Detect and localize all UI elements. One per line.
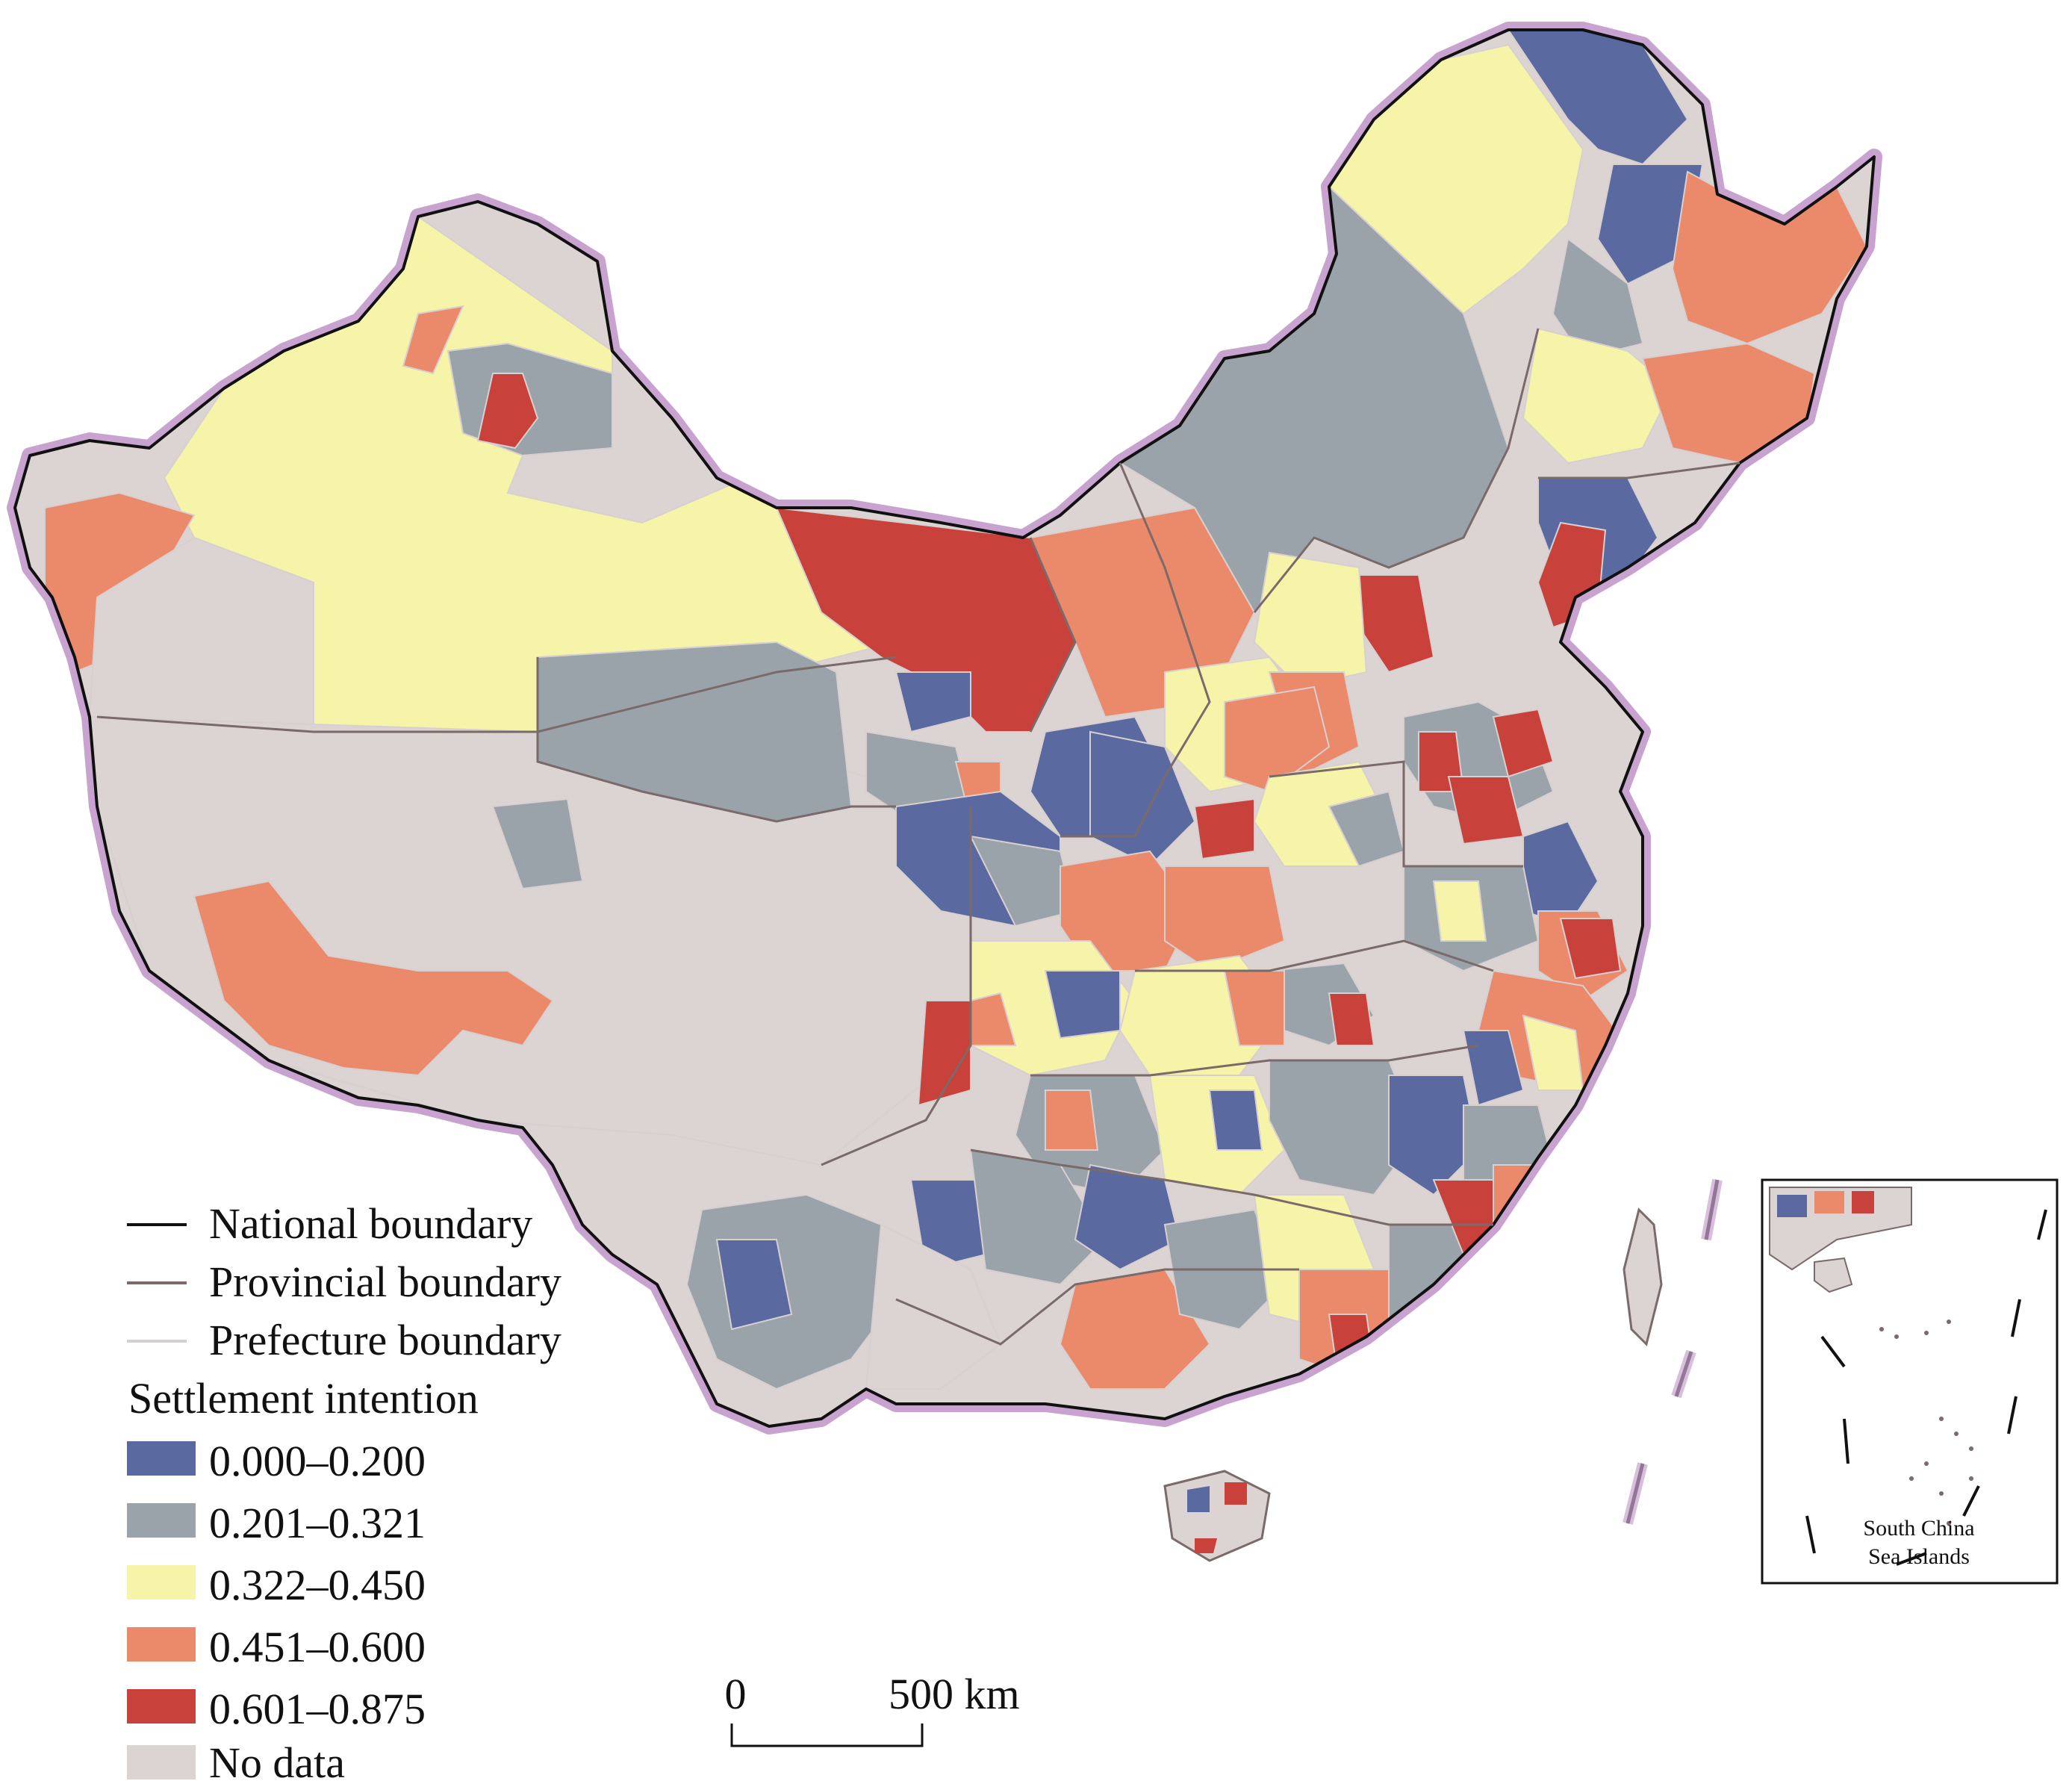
region-blue-ningxia [895,671,971,733]
legend-label-class4: 0.451–0.600 [209,1623,426,1671]
inset-label-line1: South China [1863,1516,1974,1541]
legend-swatch-class5 [127,1689,196,1724]
legend-swatch-class2 [127,1503,196,1538]
region-blue-jiangxi-north [1462,1030,1525,1107]
legend: National boundary Provincial boundary Pr… [127,1199,561,1781]
scale-bar-start-label: 0 [725,1670,747,1718]
legend-swatch-nodata [127,1745,196,1780]
legend-label-class1: 0.000–0.200 [209,1437,426,1485]
legend-label-class3: 0.322–0.450 [209,1561,426,1609]
choropleth-regions [44,30,1868,1390]
legend-swatch-class4 [127,1627,196,1662]
region-orange-tibet-south [193,880,554,1077]
legend-label-nodata: No data [209,1738,345,1781]
scale-bar: 0 500 km [725,1670,1020,1747]
legend-label-national: National boundary [209,1199,532,1248]
hainan [1163,1470,1271,1562]
scale-bar-end-label: 500 km [889,1670,1020,1718]
region-gray-qinghai-south [491,798,584,890]
region-orange-henan-south [1164,865,1286,972]
region-red-urumqi [476,373,539,450]
region-red-xian [1193,798,1255,860]
region-red-qingdao [1492,708,1555,778]
scale-bar-line [730,1724,924,1747]
legend-label-class2: 0.201–0.321 [209,1499,426,1547]
region-red-shanghai [1559,918,1622,980]
legend-swatch-class3 [127,1565,196,1600]
region-red-ganzi [917,1000,971,1107]
taiwan [1623,1207,1663,1346]
region-yellow-jilin [1522,327,1674,464]
region-orange-shanxi [1224,686,1331,793]
hainan-region-red-south [1195,1538,1217,1553]
inset-south-china-sea: South China Sea Islands [1761,1178,2059,1585]
hainan-region-red [1225,1482,1247,1505]
legend-label-class5: 0.601–0.875 [209,1685,426,1733]
legend-title: Settlement intention [128,1374,479,1423]
inset-islands [1879,1320,1973,1526]
region-blue-yunnan-west [715,1239,793,1331]
legend-label-prefecture: Prefecture boundary [209,1316,561,1364]
inset-hainan [1814,1257,1853,1293]
inset-label-line2: Sea Islands [1868,1544,1970,1569]
region-yellow-anhui [1432,880,1487,942]
provincial-boundaries [96,328,1740,1346]
region-red-wuhan [1328,992,1375,1046]
region-blue-shaanxi-north [1089,730,1196,868]
region-orange-ili [402,305,464,375]
legend-label-provincial: Provincial boundary [209,1258,561,1306]
hainan-region-blue [1187,1486,1210,1512]
region-nodata-yunnan-south [865,1223,1002,1390]
region-orange-chongqing [1045,1090,1099,1151]
region-blue-jiangxi [1388,1075,1480,1196]
legend-swatch-class1 [127,1441,196,1476]
inset-dash-line [1805,1209,2047,1566]
region-blue-hunan [1208,1090,1263,1151]
